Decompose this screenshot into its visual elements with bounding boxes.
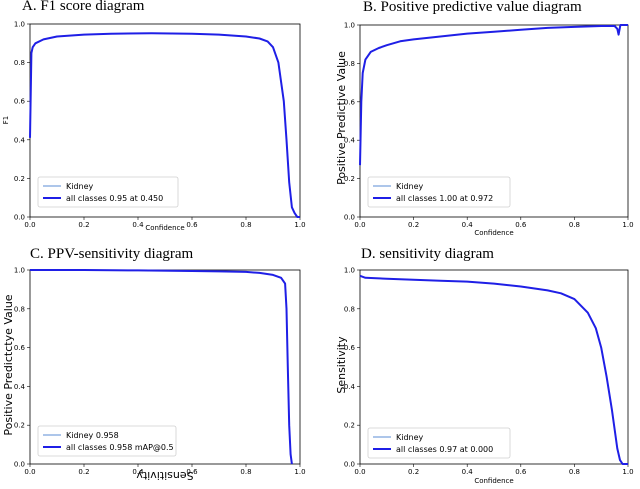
panel-c-legend-label: all classes 0.958 mAP@0.5: [66, 443, 174, 452]
panel-b-ytick-label: 0.2: [344, 175, 355, 183]
panel-a-ytick-label: 0.2: [14, 175, 25, 183]
panel-d-xlabel: Confidence: [474, 477, 513, 485]
panel-a-ylabel: F1: [2, 116, 10, 124]
panel-c-ylabel: Positive Predictctye Value: [2, 294, 15, 435]
panel-b-xtick-label: 0.0: [354, 221, 365, 229]
panel-b-title: B. Positive predictive value diagram: [363, 0, 582, 15]
panel-b-ylabel: Positive Predictive Value: [335, 51, 348, 185]
panel-b-xlabel: Confidence: [474, 229, 513, 237]
panel-b-ytick-label: 0.4: [344, 137, 356, 145]
panel-d-xtick-label: 0.0: [354, 468, 365, 476]
panel-c-xtick-label: 0.4: [132, 468, 144, 476]
panel-a-ytick-label: 1.0: [14, 21, 25, 29]
panel-a-legend: Kidney all classes 0.95 at 0.450: [37, 176, 179, 208]
panel-b-xtick-label: 0.8: [569, 221, 580, 229]
panel-c-ytick-label: 0.6: [14, 344, 26, 352]
panel-b-legend: Kidney all classes 1.00 at 0.972: [367, 176, 511, 208]
panel-d-legend-label: all classes 0.97 at 0.000: [396, 445, 493, 454]
panel-c-legend-box: [37, 425, 177, 457]
panel-c-ytick-label: 0.4: [14, 383, 26, 391]
panel-c-ytick-label: 0.2: [14, 422, 25, 430]
panel-a: 0.0 0.2 0.4 0.6 0.8 1.0 0.0 0.2 0.4 0.6 0.8 1.0 Conf…: [2, 21, 306, 233]
panel-d-xtick-label: 0.2: [408, 468, 419, 476]
panel-a-xtick-label: 1.0: [294, 221, 305, 229]
panel-d-ytick-label: 0.4: [344, 383, 356, 391]
panel-c-ytick-label: 1.0: [14, 267, 25, 275]
panel-a-legend-label: all classes 0.95 at 0.450: [66, 194, 163, 203]
panel-d-xtick-label: 0.4: [462, 468, 474, 476]
panel-d-ytick-label: 0.2: [344, 422, 355, 430]
panel-b-xtick-label: 0.6: [515, 221, 527, 229]
panel-a-legend-box: [37, 176, 179, 208]
panel-a-title: A. F1 score diagram: [22, 0, 145, 14]
panel-b-xtick-label: 1.0: [622, 221, 633, 229]
panel-c-xtick-label: 0.2: [78, 468, 89, 476]
panel-a-xtick-label: 0.8: [240, 221, 251, 229]
panel-b-xtick-label: 0.2: [408, 221, 419, 229]
panel-d-legend: Kidney all classes 0.97 at 0.000: [367, 427, 511, 459]
panel-d-frame: [359, 269, 629, 465]
panel-a-legend-label: Kidney: [66, 182, 94, 191]
panel-c-xlabel: Sensitivity: [136, 469, 194, 482]
panel-c-legend-label: Kidney 0.958: [66, 431, 119, 440]
panel-c: 0.0 0.2 0.4 0.6 0.8 1.0 0.0 0.2 0.4 0.6 0.8 1.0 Sens…: [2, 267, 306, 483]
panel-d-xtick-label: 0.6: [515, 468, 527, 476]
panel-d-ytick-label: 0.6: [344, 344, 356, 352]
panel-c-ytick-label: 0.0: [14, 461, 25, 469]
panel-d-series-line-2: [359, 274, 628, 465]
panel-a-ytick-label: 0.8: [14, 59, 25, 67]
panel-b-ytick-label: 0.0: [344, 214, 355, 222]
panel-a-xtick-label: 0.0: [24, 221, 35, 229]
panel-d-ytick-label: 0.0: [344, 461, 355, 469]
panel-a-xlabel: Confidence: [145, 224, 184, 232]
panel-a-ytick-label: 0.4: [14, 136, 26, 144]
panel-d-ytick-label: 1.0: [344, 267, 355, 275]
panel-d-ytick-label: 0.8: [344, 305, 355, 313]
panel-b-series-line-1: [359, 24, 628, 166]
panel-c-xtick-label: 0.8: [240, 468, 251, 476]
panel-c-ytick-label: 0.8: [14, 305, 25, 313]
panel-c-series-line-2: [30, 269, 293, 465]
panel-d-xtick-label: 0.8: [569, 468, 580, 476]
panel-c-xtick-label: 0.0: [24, 468, 35, 476]
panel-d-title: D. sensitivity diagram: [361, 246, 494, 262]
panel-b-ytick-label: 1.0: [344, 22, 355, 30]
panel-a-xtick-label: 0.4: [132, 221, 144, 229]
panel-a-xtick-label: 0.2: [78, 221, 89, 229]
panel-b-series-line-2: [359, 24, 628, 166]
panel-c-xtick-label: 1.0: [294, 468, 305, 476]
panel-a-ytick-label: 0.0: [14, 214, 25, 222]
panel-b-ytick-label: 0.8: [344, 60, 355, 68]
panel-b: 0.0 0.2 0.4 0.6 0.8 1.0 0.0 0.2 0.4 0.6 0.8 1.0 Conf…: [335, 22, 634, 238]
panel-b-legend-label: all classes 1.00 at 0.972: [396, 194, 493, 203]
panel-a-ytick-label: 0.6: [14, 98, 26, 106]
panel-d-ylabel: Sensitivity: [335, 336, 348, 394]
panel-b-legend-box: [367, 176, 511, 208]
panel-c-xtick-label: 0.6: [186, 468, 198, 476]
panel-c-legend: Kidney 0.958 all classes 0.958 mAP@0.5: [37, 425, 177, 457]
panel-a-xtick-label: 0.6: [186, 221, 198, 229]
panel-b-legend-label: Kidney: [396, 182, 424, 191]
panel-b-ytick-label: 0.6: [344, 98, 356, 106]
panel-d-legend-label: Kidney: [396, 433, 424, 442]
panel-d: 0.0 0.2 0.4 0.6 0.8 1.0 0.0 0.2 0.4 0.6 0.8 1.0 Conf…: [335, 267, 634, 486]
panel-c-title: C. PPV-sensitivity diagram: [30, 246, 194, 262]
panel-a-series-line-2: [29, 32, 300, 218]
panel-d-legend-box: [367, 427, 511, 459]
panel-b-xtick-label: 0.4: [462, 221, 474, 229]
panel-d-xtick-label: 1.0: [622, 468, 633, 476]
